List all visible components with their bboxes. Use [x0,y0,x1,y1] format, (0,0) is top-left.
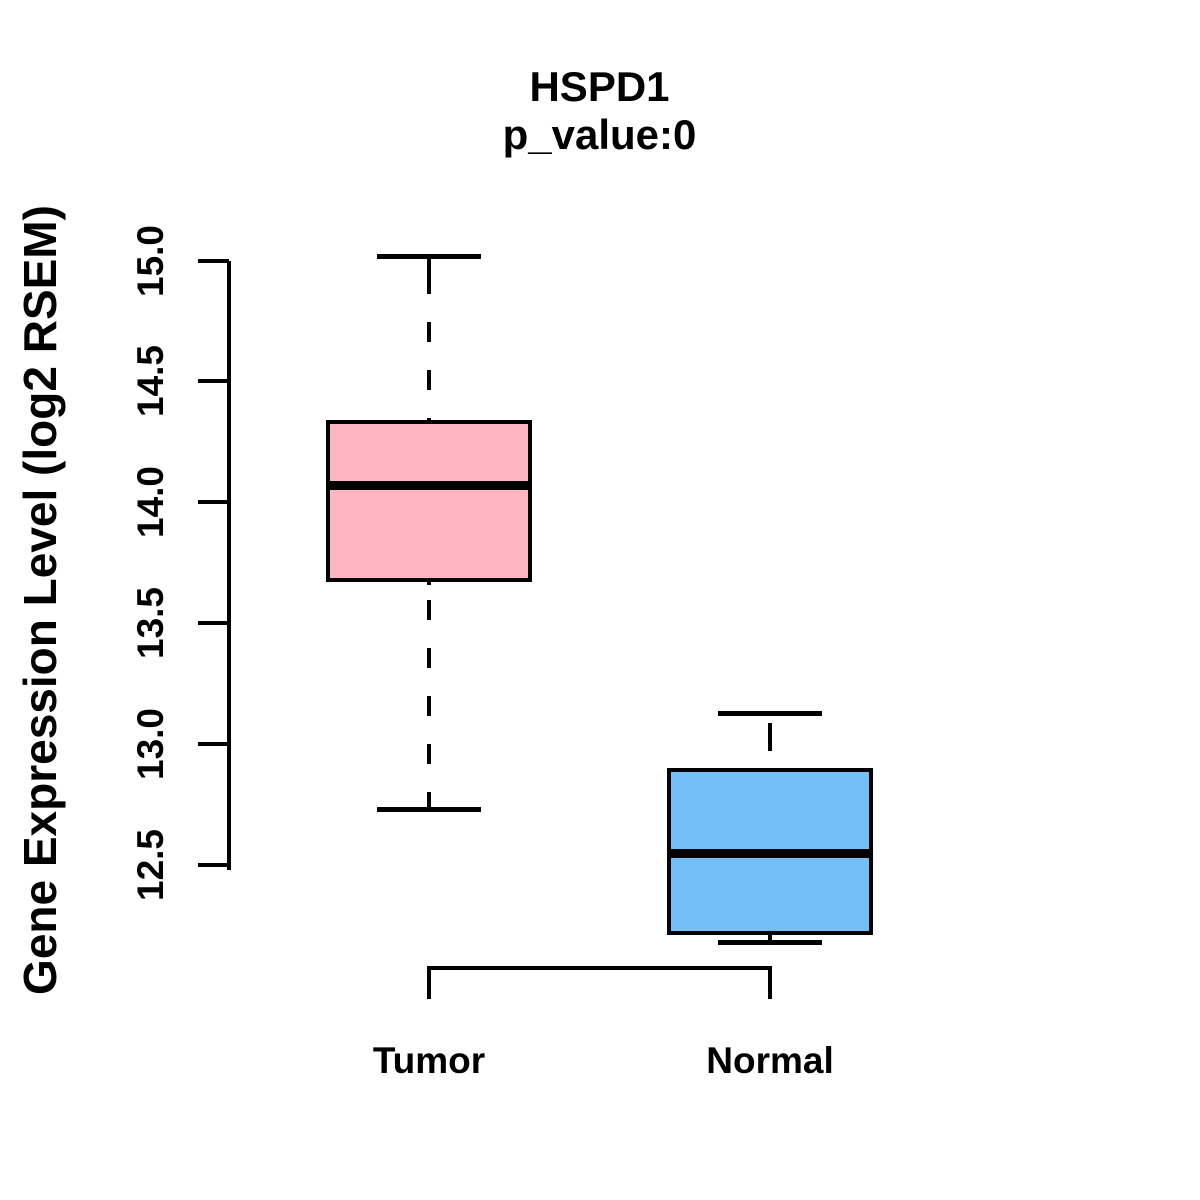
y-axis-tick [198,863,229,867]
box-tumor-iqr [326,420,532,582]
x-axis-label-normal: Normal [706,1040,834,1081]
y-axis-tick [198,259,229,263]
x-axis-label-tumor: Tumor [372,1040,486,1081]
box-tumor-upper-cap [377,254,481,259]
y-axis-tick-label: 15.0 [130,224,171,298]
box-normal-lower-cap [718,940,822,945]
y-axis-line [227,261,231,870]
x-axis-tick-left [427,966,431,999]
box-tumor-median [326,481,532,490]
y-axis-tick [198,500,229,504]
box-tumor-lower-cap [377,807,481,812]
y-axis-title: Gene Expression Level (log2 RSEM) [14,205,66,995]
box-tumor-upper-whisker [427,256,431,420]
box-normal-upper-cap [718,711,822,716]
y-axis-tick-label: 12.5 [130,828,171,902]
y-axis-tick-label: 13.5 [130,586,171,660]
box-tumor-lower-whisker [427,582,431,809]
box-normal-upper-whisker [768,713,772,769]
y-axis-tick-label: 14.5 [130,344,171,418]
y-axis-tick-label: 13.0 [130,707,171,781]
chart-subtitle: p_value:0 [502,111,697,158]
y-axis-tick [198,621,229,625]
box-normal-lower-whisker [768,935,772,942]
x-axis-tick-right [768,966,772,999]
y-axis-tick-label: 14.0 [130,465,171,539]
box-normal-median [667,849,873,858]
y-axis-tick [198,742,229,746]
y-axis-tick [198,379,229,383]
chart-title: HSPD1 [529,63,670,110]
x-axis-line [427,966,772,970]
